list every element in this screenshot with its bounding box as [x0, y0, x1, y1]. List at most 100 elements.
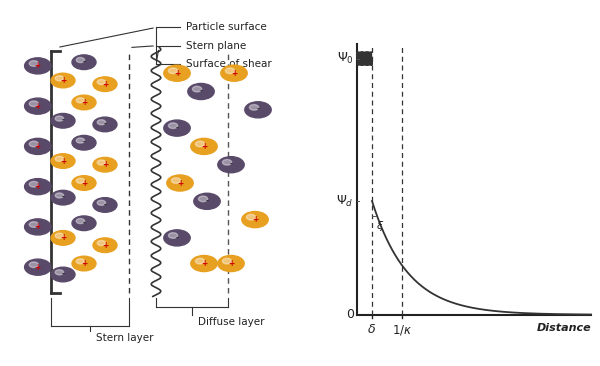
- Circle shape: [97, 240, 106, 246]
- Circle shape: [97, 79, 106, 85]
- Text: $1/\kappa$: $1/\kappa$: [392, 323, 412, 337]
- Text: -: -: [103, 201, 107, 209]
- Circle shape: [55, 156, 64, 161]
- Circle shape: [76, 98, 85, 103]
- Circle shape: [55, 116, 64, 121]
- Text: 0: 0: [346, 308, 354, 321]
- Text: Stern layer: Stern layer: [96, 333, 154, 343]
- Circle shape: [55, 270, 64, 275]
- Circle shape: [191, 138, 217, 154]
- Circle shape: [29, 222, 38, 227]
- Text: -: -: [61, 116, 65, 125]
- Circle shape: [250, 105, 259, 110]
- Text: +: +: [201, 142, 207, 151]
- Circle shape: [51, 113, 75, 128]
- Circle shape: [226, 68, 235, 74]
- Circle shape: [97, 160, 106, 165]
- Circle shape: [76, 219, 85, 224]
- Text: +: +: [35, 263, 41, 272]
- Text: +: +: [231, 69, 237, 78]
- Circle shape: [199, 196, 208, 202]
- Circle shape: [72, 216, 96, 231]
- Text: Surface of shear: Surface of shear: [186, 59, 272, 69]
- Circle shape: [72, 55, 96, 70]
- Circle shape: [193, 86, 202, 92]
- Circle shape: [25, 138, 51, 154]
- Circle shape: [29, 182, 38, 187]
- Text: $\xi$: $\xi$: [376, 219, 385, 232]
- Circle shape: [221, 65, 247, 81]
- Text: -: -: [82, 219, 86, 228]
- Text: -: -: [229, 160, 233, 169]
- Text: -: -: [61, 270, 65, 279]
- Circle shape: [51, 231, 75, 245]
- Circle shape: [242, 212, 268, 228]
- Circle shape: [164, 120, 190, 136]
- Text: +: +: [252, 215, 258, 224]
- Text: +: +: [81, 259, 87, 268]
- Circle shape: [223, 258, 232, 264]
- Text: +: +: [60, 234, 66, 242]
- Text: -: -: [175, 234, 179, 242]
- Text: -: -: [103, 120, 107, 129]
- Circle shape: [93, 117, 117, 132]
- Circle shape: [169, 123, 178, 128]
- Circle shape: [55, 76, 64, 81]
- Text: +: +: [201, 259, 207, 268]
- Circle shape: [97, 200, 106, 205]
- Circle shape: [169, 233, 178, 238]
- Circle shape: [247, 214, 256, 220]
- Text: +: +: [35, 142, 41, 151]
- Text: Diffuse layer: Diffuse layer: [198, 317, 265, 326]
- Circle shape: [191, 255, 217, 272]
- Circle shape: [76, 259, 85, 264]
- Circle shape: [93, 238, 117, 253]
- Circle shape: [72, 176, 96, 190]
- Circle shape: [29, 141, 38, 147]
- Text: -: -: [256, 105, 260, 114]
- Circle shape: [29, 101, 38, 107]
- Circle shape: [29, 262, 38, 268]
- Text: $\delta$: $\delta$: [367, 323, 377, 336]
- Text: +: +: [102, 80, 108, 89]
- Circle shape: [55, 193, 64, 198]
- Circle shape: [25, 179, 51, 195]
- Text: +: +: [228, 259, 234, 268]
- Circle shape: [51, 154, 75, 168]
- Text: -: -: [205, 197, 209, 206]
- Circle shape: [29, 61, 38, 66]
- Circle shape: [25, 58, 51, 74]
- Circle shape: [25, 219, 51, 235]
- Text: -: -: [82, 58, 86, 67]
- Text: $\Psi_0$: $\Psi_0$: [337, 51, 354, 66]
- Text: Distance: Distance: [536, 323, 591, 333]
- Text: -: -: [175, 124, 179, 132]
- Circle shape: [167, 175, 193, 191]
- Circle shape: [51, 73, 75, 88]
- Circle shape: [188, 83, 214, 100]
- Circle shape: [72, 135, 96, 150]
- Circle shape: [76, 178, 85, 183]
- Circle shape: [51, 267, 75, 282]
- Circle shape: [218, 157, 244, 173]
- Circle shape: [51, 190, 75, 205]
- Text: +: +: [35, 61, 41, 70]
- Text: +: +: [35, 182, 41, 191]
- Circle shape: [72, 256, 96, 271]
- Text: +: +: [102, 241, 108, 250]
- Circle shape: [25, 259, 51, 275]
- Text: +: +: [60, 76, 66, 85]
- Circle shape: [55, 233, 64, 238]
- Circle shape: [218, 255, 244, 272]
- Text: +: +: [35, 223, 41, 231]
- Circle shape: [196, 141, 205, 147]
- Text: $\Psi_d$: $\Psi_d$: [337, 194, 354, 209]
- Text: -: -: [82, 138, 86, 147]
- Circle shape: [25, 98, 51, 114]
- Circle shape: [93, 198, 117, 212]
- Circle shape: [169, 68, 178, 74]
- Circle shape: [223, 160, 232, 165]
- Circle shape: [196, 258, 205, 264]
- Text: +: +: [81, 179, 87, 187]
- Circle shape: [76, 138, 85, 143]
